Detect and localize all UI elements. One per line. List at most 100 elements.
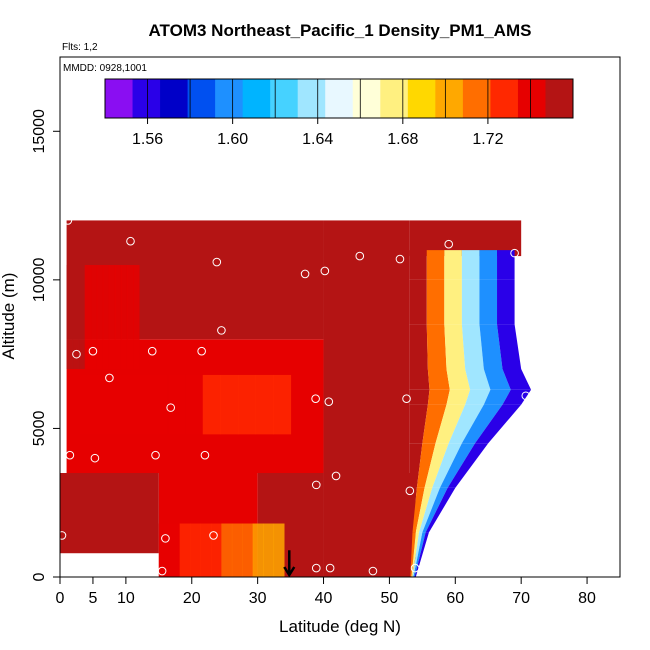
edge-band-1-0	[409, 487, 417, 533]
gradient-upper-left-10	[126, 265, 134, 369]
gradient-lower-band-8	[242, 523, 254, 577]
edge-band-1-3	[419, 487, 440, 533]
edge-band-0-3	[412, 532, 423, 577]
sample-point-2	[63, 216, 73, 225]
x-tick-label-1: 5	[88, 590, 97, 607]
edge-band-1-1	[412, 487, 425, 533]
sample-point-11	[157, 566, 167, 576]
gradient-lower-band-11	[273, 523, 285, 577]
colorbar-tick-label-2: 1.64	[302, 131, 333, 148]
sample-point-32	[410, 563, 420, 573]
edge-band-8-1	[426, 250, 445, 280]
x-tick-label-3: 20	[183, 590, 201, 607]
colorbar-swatch-11	[407, 79, 436, 118]
gradient-mid-plume-7	[202, 374, 221, 435]
sample-point-22	[311, 563, 321, 573]
edge-band-7-3	[461, 279, 480, 325]
sample-point-7	[122, 204, 132, 213]
edge-band-3-4	[461, 404, 503, 444]
edge-band-2-4	[439, 443, 476, 488]
edge-band-8-0	[409, 250, 427, 280]
edge-band-8-4	[479, 250, 498, 280]
sample-point-17	[212, 257, 222, 267]
edge-band-4-3	[465, 389, 491, 405]
sample-point-0	[57, 531, 67, 540]
gradient-upper-left-8	[114, 265, 122, 369]
y-tick-label-1: 5000	[31, 411, 48, 447]
sample-point-33	[444, 239, 454, 249]
x-tick-label-4: 30	[249, 590, 267, 607]
gradient-mid-plume-4	[150, 374, 169, 435]
colorbar-tick-label-4: 1.72	[472, 131, 503, 148]
colorbar-swatch-10	[380, 79, 409, 118]
sample-point-24	[324, 397, 334, 406]
x-tick-label-2: 10	[117, 590, 135, 607]
gradient-lower-band-3	[190, 523, 202, 577]
sample-point-6	[105, 373, 114, 383]
colorbar-swatch-6	[270, 79, 299, 118]
sample-point-27	[355, 251, 365, 261]
edge-band-6-1	[426, 324, 447, 369]
sample-point-19	[300, 269, 310, 279]
gradient-upper-left-1	[72, 265, 80, 369]
flights-label: Flts: 1,2	[62, 42, 98, 53]
gradient-lower-band-5	[210, 523, 222, 577]
colorbar-swatch-13	[462, 79, 491, 118]
sample-point-29	[395, 254, 405, 264]
sample-markers	[57, 204, 531, 576]
edge-band-6-5	[497, 324, 522, 369]
edge-band-7-4	[479, 279, 498, 325]
gradient-lower-band-10	[263, 523, 275, 577]
colorbar-swatch-5	[242, 79, 271, 118]
dates-label: MMDD: 0928,1001	[63, 63, 147, 74]
density-region-0	[60, 473, 159, 554]
gradient-upper-left-5	[96, 265, 104, 369]
gradient-lower-band-9	[252, 523, 264, 577]
edge-band-5-4	[483, 369, 511, 390]
edge-band-2-2	[424, 443, 449, 488]
colorbar-swatch-15	[517, 79, 546, 118]
edge-band-2-5	[447, 443, 489, 488]
colorbar-swatch-8	[325, 79, 354, 118]
sample-point-13	[166, 403, 175, 412]
edge-band-4-0	[409, 389, 430, 405]
edge-band-8-2	[444, 250, 462, 280]
edge-band-1-5	[425, 487, 456, 533]
edge-band-3-2	[435, 404, 466, 444]
colorbar-frame	[104, 78, 574, 119]
edge-band-5-5	[502, 369, 532, 390]
gradient-mid-plume-8	[220, 374, 239, 435]
density-region-6	[323, 220, 410, 473]
edge-band-3-1	[422, 404, 447, 444]
edge-band-3-5	[475, 404, 522, 444]
sample-point-21	[311, 480, 321, 490]
x-tick-label-8: 70	[512, 590, 530, 607]
colorbar-swatch-4	[215, 79, 244, 118]
y-axis-label: Altitude (m)	[0, 273, 18, 360]
edge-band-4-4	[483, 389, 511, 405]
sample-point-34	[510, 248, 519, 258]
edge-band-5-3	[465, 369, 491, 390]
edge-band-4-2	[446, 389, 471, 405]
edge-band-6-2	[444, 324, 466, 369]
gradient-mid-plume-0	[79, 374, 98, 435]
gradient-mid-plume-1	[97, 374, 116, 435]
colorbar: 1.56 1.60 1.64 1.68 1.72	[104, 78, 574, 148]
colorbar-swatch-9	[352, 79, 381, 118]
x-tick-label-0: 0	[56, 590, 65, 607]
edge-band-5-0	[409, 369, 430, 390]
colorbar-swatch-12	[435, 79, 464, 118]
colorbar-tick-label-1: 1.60	[217, 131, 248, 148]
plot-frame	[59, 56, 621, 578]
sample-point-20	[311, 394, 320, 404]
sample-point-4	[88, 346, 98, 356]
edge-band-4-1	[427, 389, 450, 405]
sample-point-9	[147, 346, 157, 356]
x-tick-label-5: 40	[315, 590, 333, 607]
edge-band-8-3	[461, 250, 480, 280]
edge-band-2-1	[416, 443, 436, 488]
gradient-mid-plume-2	[114, 374, 133, 435]
x-tick-label-6: 50	[381, 590, 399, 607]
sample-point-26	[331, 471, 341, 481]
